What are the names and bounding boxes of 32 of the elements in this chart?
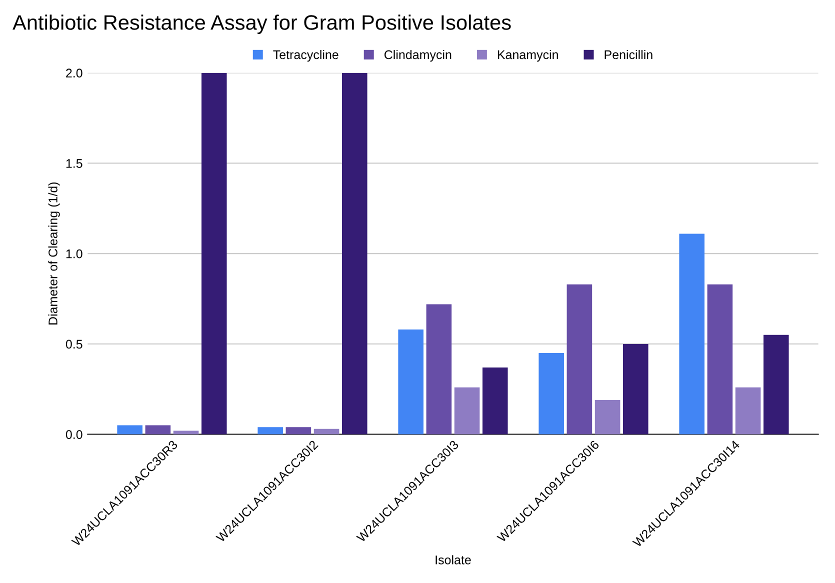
y-tick-label: 0.5 — [66, 340, 82, 349]
bar — [735, 387, 761, 434]
y-tick-label: 1.0 — [66, 249, 82, 258]
bar — [314, 428, 340, 434]
bar — [454, 387, 480, 434]
bar — [566, 284, 592, 434]
x-axis-title: Isolate — [436, 555, 471, 564]
bar — [538, 353, 564, 434]
bar — [286, 427, 312, 434]
y-axis-title: Diameter of Clearing (1/d) — [48, 182, 60, 324]
y-tick-label: 2.0 — [66, 68, 82, 78]
bar — [117, 425, 142, 434]
bar — [764, 334, 789, 434]
legend-label: Clindamycin — [384, 50, 452, 62]
bar — [426, 304, 452, 434]
bar — [679, 234, 704, 434]
bar — [623, 344, 648, 434]
chart-title: Antibiotic Resistance Assay for Gram Positive Isolates — [12, 14, 511, 34]
bar — [173, 430, 199, 434]
bar — [707, 284, 733, 434]
bar — [342, 72, 368, 434]
y-tick-label: 1.5 — [66, 159, 82, 168]
bar — [258, 427, 283, 434]
y-tick-label: 0.0 — [66, 430, 82, 439]
bar — [398, 330, 424, 434]
bar — [594, 400, 620, 434]
legend-label: Tetracycline — [273, 50, 338, 62]
legend-label: Penicillin — [604, 50, 652, 60]
bar — [201, 72, 227, 434]
bar — [145, 425, 171, 434]
bar — [482, 367, 508, 434]
legend-label: Kanamycin — [498, 50, 558, 62]
